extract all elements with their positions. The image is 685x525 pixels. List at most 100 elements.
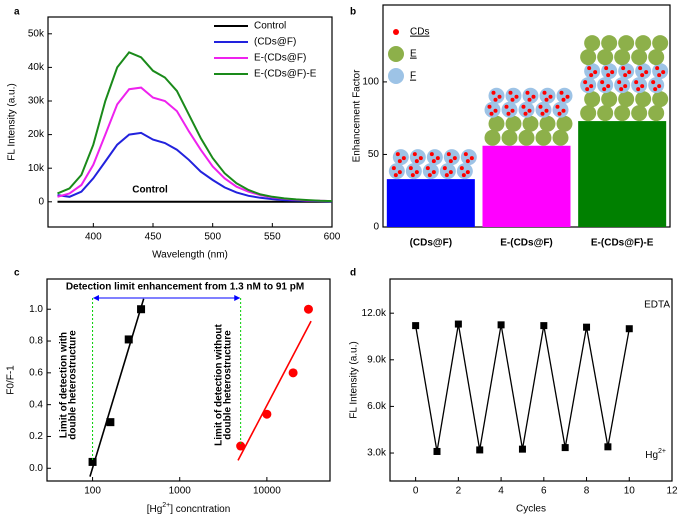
particle-cd <box>493 97 498 102</box>
particle-cd <box>452 156 457 161</box>
x-tick-label: 2 <box>456 486 462 497</box>
particle-cd <box>557 111 562 116</box>
particle-cd <box>412 152 417 157</box>
plot-frame <box>389 278 673 482</box>
particle-cd <box>627 70 632 75</box>
legend-label: CDs <box>410 27 429 38</box>
particle-cd <box>410 173 415 178</box>
y-tick-label: 0 <box>38 196 44 207</box>
particle-cd <box>542 90 547 95</box>
particle-cd <box>565 94 570 99</box>
particle-cd <box>427 173 432 178</box>
data-point <box>262 409 272 419</box>
particle-e <box>580 105 597 122</box>
particle-cd <box>448 170 453 175</box>
particle-cd <box>538 104 543 109</box>
particle-cd <box>600 80 605 85</box>
particle-cd <box>510 108 515 113</box>
particle-cd <box>527 108 532 113</box>
data-point <box>288 368 298 378</box>
particle-e <box>614 105 631 122</box>
particle-e <box>580 49 597 66</box>
annotation: Control <box>132 185 168 196</box>
annotation: double heterostructure <box>223 330 234 440</box>
particle-cd <box>651 80 656 85</box>
plot-frame <box>46 278 331 482</box>
data-point <box>583 323 591 331</box>
x-tick-label: 10 <box>624 486 636 497</box>
annotation: Hg2+ <box>645 448 666 460</box>
particle-e <box>584 35 601 52</box>
particle-cd <box>510 97 515 102</box>
y-tick-label: 0.4 <box>29 399 43 410</box>
fit-line <box>237 320 312 461</box>
particle-cd <box>640 73 645 78</box>
bar <box>578 121 667 227</box>
panel: c 0.0 0.2 0.4 0.6 0.8 1.0 100 1000 10000 F0/F-1 [Hg… <box>6 268 331 515</box>
annotation: Limit of detection with <box>59 332 70 438</box>
particle-cd <box>493 108 498 113</box>
particle-cd <box>444 173 449 178</box>
particle-cd <box>604 66 609 71</box>
panel-label: c <box>14 268 20 279</box>
particle-cd <box>418 156 423 161</box>
y-tick-label: 0.0 <box>29 463 43 474</box>
particle-cd <box>657 84 662 89</box>
particle-cd <box>561 108 566 113</box>
particle-cd <box>408 166 413 171</box>
particle-cd <box>653 87 658 92</box>
data-point <box>625 325 633 333</box>
annotation: Limit of detection without <box>214 324 225 446</box>
particle-cd <box>463 152 468 157</box>
particle-cd <box>610 70 615 75</box>
particle-cd <box>523 111 528 116</box>
y-tick-label: 50k <box>28 28 45 39</box>
particle-cd <box>540 111 545 116</box>
data-point <box>303 304 313 314</box>
x-tick-label: (CDs@F) <box>410 238 453 249</box>
annotation-part: Hg <box>645 450 658 461</box>
data-line <box>57 86 333 203</box>
particle-cd <box>397 159 402 164</box>
x-axis-label-part: ] concntration <box>170 504 230 515</box>
particle-e <box>631 49 648 66</box>
legend-label: F <box>410 71 416 82</box>
x-tick-label: 600 <box>324 232 341 243</box>
particle-cd <box>544 97 549 102</box>
particle-cd <box>602 87 607 92</box>
data-point <box>497 321 505 329</box>
particle-e <box>635 91 652 108</box>
data-point <box>518 445 526 453</box>
x-axis-label-part: [Hg <box>147 504 163 515</box>
y-tick-label: 20k <box>28 129 45 140</box>
particle-cd <box>446 152 451 157</box>
particle-e <box>618 91 635 108</box>
particle-e <box>614 49 631 66</box>
x-tick-label: 550 <box>264 232 281 243</box>
particle-e <box>518 129 535 146</box>
particle-cd <box>559 90 564 95</box>
particle-cd <box>487 104 492 109</box>
legend-label: E-(CDs@F)-E <box>254 69 317 80</box>
y-tick-label: 40k <box>28 62 45 73</box>
particle-cd <box>429 152 434 157</box>
particle-cd <box>459 166 464 171</box>
particle-cd <box>401 156 406 161</box>
data-point <box>433 447 441 455</box>
bar <box>386 179 475 227</box>
particle-cd <box>640 84 645 89</box>
particle-cd <box>497 94 502 99</box>
x-axis-label: Wavelength (nm) <box>152 250 228 261</box>
legend-label: (CDs@F) <box>254 37 296 48</box>
particle-cd <box>525 90 530 95</box>
particle-cd <box>448 159 453 164</box>
particle-cd <box>634 80 639 85</box>
x-tick-label: 8 <box>584 486 590 497</box>
particle-cd <box>623 84 628 89</box>
particle-cd <box>589 84 594 89</box>
data-point <box>412 322 420 330</box>
particle-cd <box>465 170 470 175</box>
data-point <box>476 446 484 454</box>
particle-e <box>556 115 573 132</box>
particle-cd <box>617 80 622 85</box>
